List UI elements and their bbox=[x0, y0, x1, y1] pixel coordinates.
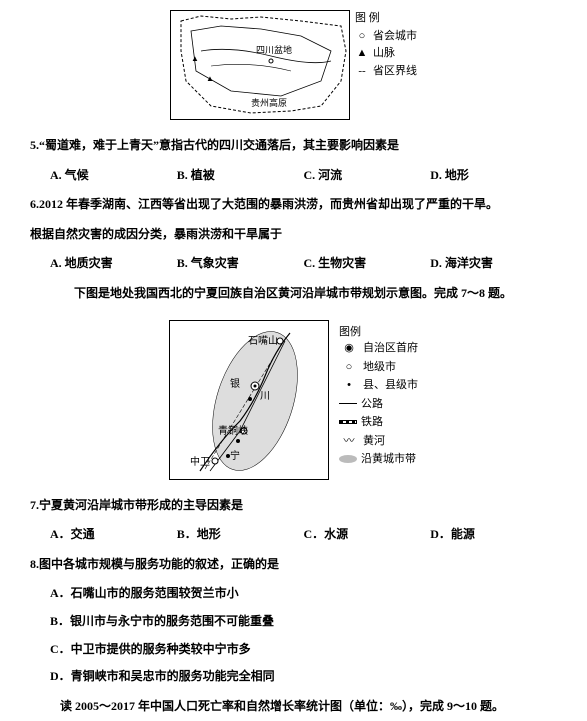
option-7c: C．水源 bbox=[304, 524, 431, 546]
options-5: A. 气候 B. 植被 C. 河流 D. 地形 bbox=[50, 165, 557, 187]
option-7d: D．能源 bbox=[430, 524, 557, 546]
option-5d: D. 地形 bbox=[430, 165, 557, 187]
options-8: A．石嘴山市的服务范围较贺兰市小 B．银川市与永宁市的服务范围不可能重叠 C．中… bbox=[50, 583, 557, 687]
legend-title-1: 图 例 bbox=[355, 10, 417, 28]
legend-label: 县、县级市 bbox=[363, 377, 418, 394]
legend-row: 公路 bbox=[339, 396, 418, 413]
legend-item: -- 省区界线 bbox=[355, 63, 417, 81]
option-6d: D. 海洋灾害 bbox=[430, 253, 557, 275]
option-8c: C．中卫市提供的服务种类较中宁市多 bbox=[50, 639, 557, 661]
question-8: 8.图中各城市规模与服务功能的叙述，正确的是 bbox=[30, 554, 557, 576]
option-8d: D．青铜峡市和吴忠市的服务功能完全相同 bbox=[50, 666, 557, 688]
label-chuan: 川 bbox=[260, 388, 270, 406]
legend-1: 图 例 ○ 省会城市 ▲ 山脉 -- 省区界线 bbox=[355, 10, 417, 120]
legend-label: 沿黄城市带 bbox=[361, 451, 416, 468]
option-7b: B．地形 bbox=[177, 524, 304, 546]
legend-label: 自治区首府 bbox=[363, 340, 418, 357]
legend-sym-rail bbox=[339, 420, 357, 424]
options-7: A．交通 B．地形 C．水源 D．能源 bbox=[50, 524, 557, 546]
option-6c: C. 生物灾害 bbox=[304, 253, 431, 275]
map-svg-1: ▲ ▲ 四川盆地 贵州高原 bbox=[171, 11, 351, 121]
legend-item: ▲ 山脉 bbox=[355, 45, 417, 63]
option-6a: A. 地质灾害 bbox=[50, 253, 177, 275]
legend-row: 〰黄河 bbox=[339, 433, 418, 450]
option-5a: A. 气候 bbox=[50, 165, 177, 187]
label-zhongwei: 中卫 bbox=[190, 454, 210, 472]
legend-label: 公路 bbox=[361, 396, 383, 413]
legend-label: 省会城市 bbox=[373, 28, 417, 46]
label-qingtongxia: 青铜峡 bbox=[218, 423, 248, 441]
legend-label: 地级市 bbox=[363, 359, 396, 376]
legend-2: 图例 ◉自治区首府 ○地级市 •县、县级市 公路 铁路 〰黄河 沿黄城市带 bbox=[339, 320, 418, 480]
legend-sym-city: ○ bbox=[339, 359, 359, 376]
legend-label: 黄河 bbox=[363, 433, 385, 450]
svg-text:▲: ▲ bbox=[191, 54, 199, 63]
legend-row: ○地级市 bbox=[339, 359, 418, 376]
legend-label: 山脉 bbox=[373, 45, 395, 63]
question-6-line2: 根据自然灾害的成因分类，暴雨洪涝和干旱属于 bbox=[30, 224, 557, 246]
option-8b: B．银川市与永宁市的服务范围不可能重叠 bbox=[50, 611, 557, 633]
question-5: 5.“蜀道难，难于上青天”意指古代的四川交通落后，其主要影响因素是 bbox=[30, 135, 557, 157]
map-2: 石嘴山 银 川 青铜峡 中卫 宁 bbox=[169, 320, 329, 480]
legend-mark-border: -- bbox=[355, 63, 369, 81]
option-6b: B. 气象灾害 bbox=[177, 253, 304, 275]
legend-label: 铁路 bbox=[361, 414, 383, 431]
label-yinchuan: 银 bbox=[230, 376, 240, 394]
label-zhongning: 宁 bbox=[230, 448, 240, 466]
svg-text:▲: ▲ bbox=[206, 74, 214, 83]
legend-title-2: 图例 bbox=[339, 324, 418, 341]
question-6-line1: 6.2012 年春季湖南、江西等省出现了大范围的暴雨洪涝，而贵州省却出现了严重的… bbox=[30, 194, 557, 216]
option-5b: B. 植被 bbox=[177, 165, 304, 187]
legend-row: ◉自治区首府 bbox=[339, 340, 418, 357]
footer-intro: 读 2005～2017 年中国人口死亡率和自然增长率统计图（单位：‰），完成 9… bbox=[60, 696, 557, 718]
legend-row: •县、县级市 bbox=[339, 377, 418, 394]
question-7: 7.宁夏黄河沿岸城市带形成的主导因素是 bbox=[30, 495, 557, 517]
legend-sym-road bbox=[339, 403, 357, 404]
legend-sym-band bbox=[339, 455, 357, 463]
option-8a: A．石嘴山市的服务范围较贺兰市小 bbox=[50, 583, 557, 605]
legend-sym-capital: ◉ bbox=[339, 340, 359, 357]
map-1: ▲ ▲ 四川盆地 贵州高原 bbox=[170, 10, 350, 120]
legend-sym-county: • bbox=[339, 377, 359, 394]
intro-fig2: 下图是地处我国西北的宁夏回族自治区黄河沿岸城市带规划示意图。完成 7～8 题。 bbox=[50, 283, 557, 305]
label-shizuishan: 石嘴山 bbox=[248, 333, 278, 351]
option-5c: C. 河流 bbox=[304, 165, 431, 187]
legend-sym-river: 〰 bbox=[339, 433, 359, 450]
option-7a: A．交通 bbox=[50, 524, 177, 546]
figure-2: 石嘴山 银 川 青铜峡 中卫 宁 图例 ◉自治区首府 ○地级市 •县、县级市 公… bbox=[30, 320, 557, 480]
legend-item: ○ 省会城市 bbox=[355, 28, 417, 46]
map-label-guizhou: 贵州高原 bbox=[251, 97, 287, 108]
legend-label: 省区界线 bbox=[373, 63, 417, 81]
legend-row: 铁路 bbox=[339, 414, 418, 431]
legend-row: 沿黄城市带 bbox=[339, 451, 418, 468]
legend-mark-mountain: ▲ bbox=[355, 45, 369, 63]
legend-mark-circle: ○ bbox=[355, 28, 369, 46]
figure-1: ▲ ▲ 四川盆地 贵州高原 图 例 ○ 省会城市 ▲ 山脉 -- 省区界线 bbox=[30, 10, 557, 120]
map-label-sichuan: 四川盆地 bbox=[256, 44, 292, 55]
options-6: A. 地质灾害 B. 气象灾害 C. 生物灾害 D. 海洋灾害 bbox=[50, 253, 557, 275]
